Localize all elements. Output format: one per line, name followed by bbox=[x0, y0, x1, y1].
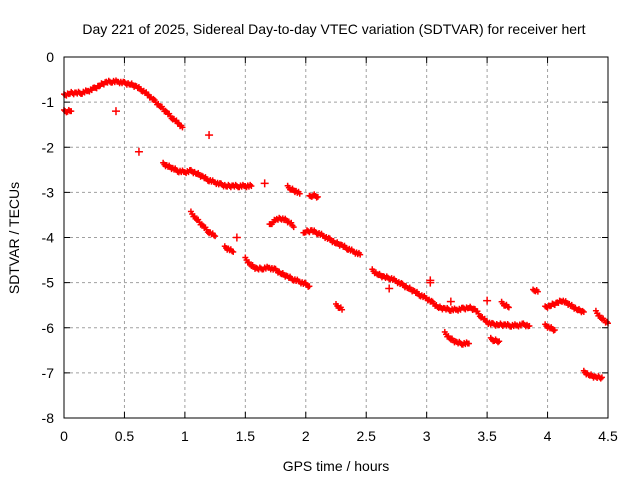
y-tick-label: -5 bbox=[42, 275, 55, 291]
x-tick-label: 2.5 bbox=[356, 428, 376, 444]
data-point bbox=[597, 375, 604, 382]
data-point bbox=[504, 303, 511, 310]
data-point bbox=[247, 181, 254, 188]
data-point bbox=[150, 95, 157, 102]
data-point bbox=[288, 219, 295, 226]
y-tick-label: -6 bbox=[42, 320, 55, 336]
x-tick-label: 1 bbox=[181, 428, 189, 444]
data-point bbox=[385, 284, 394, 293]
y-tick-label: 0 bbox=[46, 49, 54, 65]
y-tick-label: -7 bbox=[42, 365, 55, 381]
data-point bbox=[526, 322, 533, 329]
data-point bbox=[248, 183, 255, 190]
x-tick-label: 4.5 bbox=[598, 428, 618, 444]
data-point bbox=[296, 190, 303, 197]
data-point bbox=[229, 248, 236, 255]
y-tick-label: -8 bbox=[42, 410, 55, 426]
data-point bbox=[534, 288, 541, 295]
x-tick-label: 2 bbox=[302, 428, 310, 444]
data-point bbox=[426, 276, 435, 285]
y-axis-label: SDTVAR / TECUs bbox=[6, 182, 22, 294]
data-point bbox=[446, 297, 455, 306]
data-point bbox=[162, 107, 169, 114]
x-tick-label: 3.5 bbox=[477, 428, 497, 444]
data-point bbox=[579, 307, 586, 314]
data-point bbox=[260, 179, 269, 188]
data-points bbox=[61, 77, 611, 382]
data-point bbox=[551, 327, 558, 334]
data-point bbox=[505, 304, 512, 311]
data-point bbox=[210, 232, 217, 239]
y-tick-label: -2 bbox=[42, 139, 55, 155]
x-tick-label: 4 bbox=[544, 428, 552, 444]
data-point bbox=[290, 224, 297, 231]
data-point bbox=[68, 108, 75, 115]
x-tick-label: 1.5 bbox=[236, 428, 256, 444]
data-point bbox=[483, 296, 492, 305]
data-point bbox=[232, 233, 241, 242]
data-point bbox=[134, 147, 143, 156]
grid bbox=[64, 57, 608, 418]
data-point bbox=[306, 283, 313, 290]
data-point bbox=[314, 193, 321, 200]
data-point bbox=[111, 107, 120, 116]
y-tick-label: -3 bbox=[42, 184, 55, 200]
x-axis-label: GPS time / hours bbox=[283, 458, 390, 474]
data-point bbox=[496, 338, 503, 345]
chart-title: Day 221 of 2025, Sidereal Day-to-day VTE… bbox=[82, 21, 585, 37]
axis-ticks: 0 0.5 1 1.5 2 2.5 3 3.5 4 4.5 0 -1 -2 -3 -4 -5 -6 -7 -8 bbox=[42, 49, 618, 444]
data-point bbox=[144, 91, 151, 98]
data-point bbox=[580, 308, 587, 315]
data-point bbox=[465, 340, 472, 347]
x-tick-label: 0 bbox=[60, 428, 68, 444]
data-point bbox=[212, 233, 219, 240]
data-point bbox=[428, 297, 435, 304]
data-point bbox=[598, 374, 605, 381]
data-point bbox=[174, 119, 181, 126]
x-tick-label: 0.5 bbox=[115, 428, 135, 444]
data-point bbox=[357, 251, 364, 258]
data-point bbox=[339, 306, 346, 313]
y-tick-label: -1 bbox=[42, 94, 55, 110]
data-point bbox=[494, 339, 501, 346]
x-tick-label: 3 bbox=[423, 428, 431, 444]
data-point bbox=[230, 248, 237, 255]
data-point bbox=[205, 131, 214, 140]
data-point bbox=[179, 124, 186, 131]
y-tick-label: -4 bbox=[42, 230, 55, 246]
